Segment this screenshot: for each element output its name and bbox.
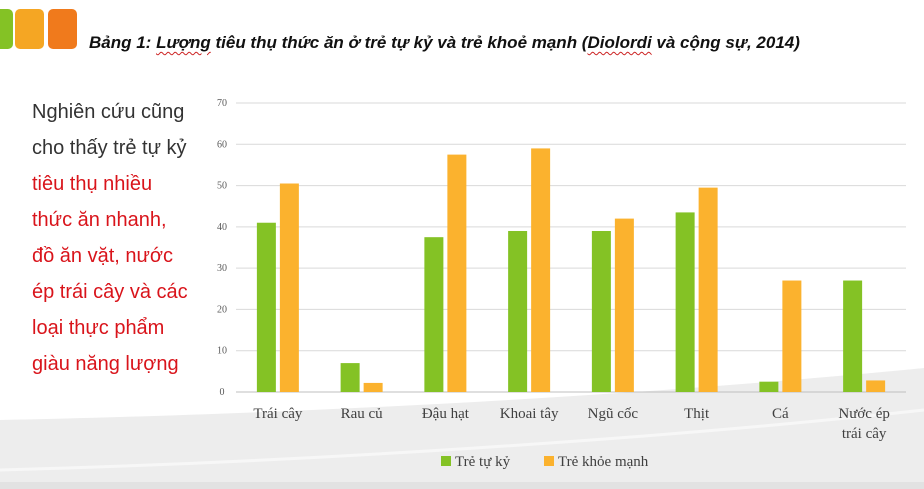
side-line-highlight: ép trái cây và các	[32, 281, 188, 303]
y-tick-label: 10	[217, 346, 227, 357]
bar-autism	[508, 230, 528, 392]
legend-swatch	[544, 456, 554, 466]
bar-healthy	[279, 183, 299, 392]
x-tick-label: Trái cây	[253, 406, 303, 422]
side-line-highlight: thức ăn nhanh,	[32, 209, 167, 231]
side-line: cho thấy trẻ tự kỷ	[32, 137, 187, 159]
x-tick-label: Rau củ	[341, 406, 384, 422]
y-tick-label: 70	[217, 98, 227, 109]
y-tick-label: 0	[220, 387, 225, 398]
bar-autism	[340, 363, 360, 392]
accent-square-dark-orange	[48, 9, 77, 49]
x-tick-label: Ngũ cốc	[588, 406, 639, 422]
bar-healthy	[363, 382, 383, 392]
legend-swatch	[441, 456, 451, 466]
y-tick-label: 50	[217, 181, 227, 192]
bar-autism	[675, 212, 695, 392]
side-line-highlight: đồ ăn vặt, nước	[32, 245, 174, 267]
bar-healthy	[782, 280, 802, 392]
side-line-highlight: loại thực phẩm	[32, 317, 165, 339]
x-tick-label: trái cây	[842, 426, 887, 442]
bar-autism	[256, 222, 276, 392]
bar-healthy	[531, 148, 551, 392]
bar-healthy	[866, 380, 886, 392]
legend-label: Trẻ khỏe mạnh	[558, 454, 649, 470]
bar-autism	[759, 381, 779, 392]
x-tick-label: Đậu hạt	[422, 406, 470, 422]
bar-autism	[591, 230, 611, 392]
accent-square-orange	[15, 9, 44, 49]
bar-healthy	[614, 218, 634, 392]
x-tick-label: Khoai tây	[500, 406, 559, 422]
y-tick-label: 30	[217, 263, 227, 274]
side-line: Nghiên cứu cũng	[32, 101, 185, 123]
side-description: Nghiên cứu cũng cho thấy trẻ tự kỷ tiêu …	[32, 94, 232, 382]
side-line-highlight: tiêu thụ nhiều	[32, 173, 153, 195]
bar-healthy	[447, 154, 467, 392]
y-tick-label: 20	[217, 304, 227, 315]
y-tick-label: 60	[217, 139, 227, 150]
x-tick-label: Cá	[772, 406, 789, 422]
x-tick-label: Thịt	[684, 406, 710, 422]
legend-label: Trẻ tự kỷ	[455, 454, 511, 470]
x-tick-label: Nước ép	[838, 406, 889, 422]
bar-autism	[424, 237, 444, 392]
accent-square-green	[0, 9, 13, 49]
bar-autism	[843, 280, 863, 392]
bar-healthy	[698, 187, 718, 392]
side-line-highlight: giàu năng lượng	[32, 353, 179, 375]
y-tick-label: 40	[217, 222, 227, 233]
slide-title: Bảng 1: Lượng tiêu thụ thức ăn ở trẻ tự …	[89, 33, 800, 52]
